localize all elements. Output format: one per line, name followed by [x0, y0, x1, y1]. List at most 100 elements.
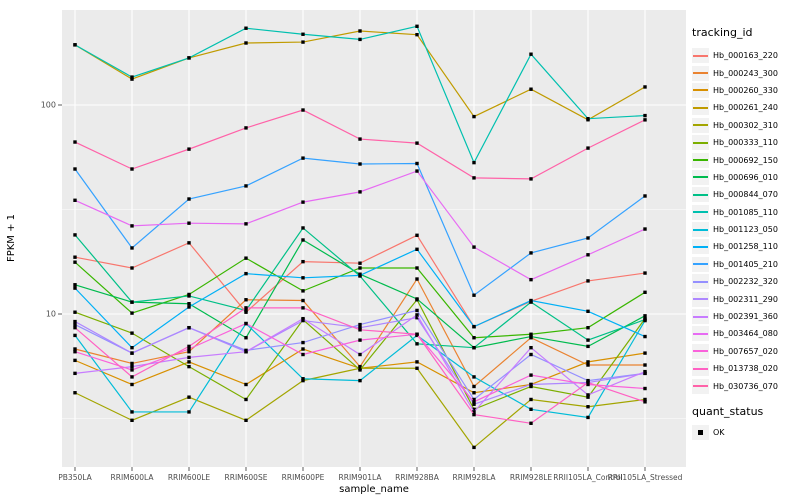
plot-panel — [62, 10, 686, 467]
data-point-Hb_000692_150 — [130, 311, 134, 315]
data-point-Hb_000163_220 — [586, 279, 590, 283]
data-point-Hb_000163_220 — [187, 241, 191, 245]
data-point-Hb_002311_290 — [643, 371, 647, 376]
quant-key-swatch — [692, 425, 709, 440]
legend-item-label: Hb_000302_310 — [713, 120, 778, 130]
legend-item-label: Hb_000333_110 — [713, 138, 778, 148]
data-point-Hb_002311_290 — [415, 316, 419, 320]
data-point-Hb_000243_300 — [472, 384, 476, 389]
data-point-Hb_002232_320 — [301, 340, 305, 345]
data-point-Hb_001405_210 — [643, 194, 647, 198]
legend-line-swatch — [693, 280, 708, 283]
legend-item-label: Hb_000163_220 — [713, 51, 778, 61]
data-point-Hb_000243_300 — [643, 363, 647, 367]
data-point-Hb_000260_330 — [643, 351, 647, 355]
data-point-Hb_000163_220 — [643, 271, 647, 275]
legend-line-swatch — [693, 193, 708, 196]
data-point-Hb_030736_070 — [358, 137, 362, 141]
data-point-Hb_000243_300 — [187, 350, 191, 354]
data-point-Hb_001085_110 — [586, 116, 590, 121]
data-point-Hb_000692_150 — [244, 256, 248, 260]
data-point-Hb_002391_360 — [301, 316, 305, 321]
data-point-Hb_000261_240 — [472, 114, 476, 119]
data-point-Hb_007657_020 — [130, 368, 134, 372]
legend-line-swatch — [693, 245, 708, 248]
data-point-Hb_001258_110 — [73, 286, 77, 290]
data-point-Hb_002391_360 — [472, 410, 476, 414]
data-point-Hb_002311_290 — [301, 318, 305, 323]
data-point-Hb_001258_110 — [643, 334, 647, 339]
data-point-Hb_000844_070 — [244, 308, 248, 313]
data-point-Hb_030736_070 — [244, 126, 248, 130]
data-point-Hb_003464_080 — [187, 221, 191, 225]
legend-item-Hb_000260_330: Hb_000260_330 — [692, 82, 798, 99]
data-point-Hb_002232_320 — [586, 378, 590, 383]
legend-line-swatch — [693, 385, 708, 388]
data-point-Hb_007657_020 — [529, 373, 533, 377]
data-point-Hb_000696_010 — [301, 238, 305, 242]
data-point-Hb_001258_110 — [130, 345, 134, 350]
legend-line-swatch — [693, 141, 708, 144]
data-point-Hb_000844_070 — [586, 338, 590, 342]
data-point-Hb_002391_360 — [244, 350, 248, 354]
data-point-Hb_000692_150 — [301, 289, 305, 293]
data-point-Hb_000261_240 — [643, 85, 647, 89]
data-point-Hb_001123_050 — [586, 415, 590, 420]
data-point-Hb_030736_070 — [415, 141, 419, 145]
x-tick-label: RRIM928BA — [395, 473, 440, 482]
legend-key-swatch — [692, 274, 709, 290]
data-point-Hb_001085_110 — [244, 26, 248, 30]
data-point-Hb_002391_360 — [586, 393, 590, 397]
data-point-Hb_001405_210 — [244, 184, 248, 188]
data-point-Hb_030736_070 — [643, 118, 647, 122]
data-point-Hb_000261_240 — [529, 87, 533, 91]
legend-line-swatch — [693, 106, 708, 109]
data-point-Hb_000243_300 — [244, 298, 248, 302]
data-point-Hb_003464_080 — [472, 245, 476, 249]
data-point-Hb_003464_080 — [130, 224, 134, 228]
data-point-Hb_000692_150 — [358, 266, 362, 270]
legend-line-swatch — [693, 54, 708, 57]
data-point-Hb_000844_070 — [472, 345, 476, 350]
data-point-Hb_001085_110 — [358, 37, 362, 42]
data-point-Hb_002311_290 — [187, 325, 191, 330]
data-point-Hb_003464_080 — [586, 253, 590, 257]
data-point-Hb_001258_110 — [358, 273, 362, 278]
data-point-Hb_000302_310 — [130, 418, 134, 423]
legend-line-swatch — [693, 89, 708, 92]
data-point-Hb_002311_290 — [472, 402, 476, 406]
data-point-Hb_003464_080 — [643, 227, 647, 231]
data-point-Hb_000696_010 — [73, 283, 77, 287]
data-point-Hb_001085_110 — [415, 24, 419, 28]
data-point-Hb_001258_110 — [187, 305, 191, 309]
data-point-Hb_013738_020 — [187, 344, 191, 349]
legend-item-Hb_002232_320: Hb_002232_320 — [692, 273, 798, 290]
data-point-Hb_001405_210 — [187, 197, 191, 201]
legend-key-swatch — [692, 135, 709, 151]
data-point-Hb_002311_290 — [130, 351, 134, 355]
legend-item-Hb_013738_020: Hb_013738_020 — [692, 360, 798, 377]
legend-item-label: Hb_001085_110 — [713, 207, 778, 217]
data-point-Hb_001405_210 — [358, 162, 362, 166]
legend-item-label: Hb_000243_300 — [713, 68, 778, 78]
data-point-Hb_000696_010 — [586, 344, 590, 349]
data-point-Hb_000333_110 — [472, 407, 476, 411]
quant-item-label: OK — [713, 428, 725, 437]
legend-key-swatch — [692, 326, 709, 342]
data-point-Hb_000696_010 — [529, 334, 533, 339]
data-point-Hb_001085_110 — [187, 56, 191, 60]
legend-key-swatch — [692, 204, 709, 220]
data-point-Hb_000261_240 — [130, 77, 134, 81]
data-point-Hb_001258_110 — [472, 324, 476, 329]
square-marker-icon — [698, 430, 703, 435]
data-point-Hb_001085_110 — [472, 160, 476, 165]
legend-key-swatch — [692, 256, 709, 272]
data-point-Hb_000243_300 — [130, 361, 134, 366]
data-point-Hb_001123_050 — [301, 377, 305, 381]
data-point-Hb_013738_020 — [244, 306, 248, 310]
data-point-Hb_030736_070 — [529, 177, 533, 181]
data-point-Hb_000261_240 — [244, 41, 248, 45]
legend-key-swatch — [692, 169, 709, 185]
